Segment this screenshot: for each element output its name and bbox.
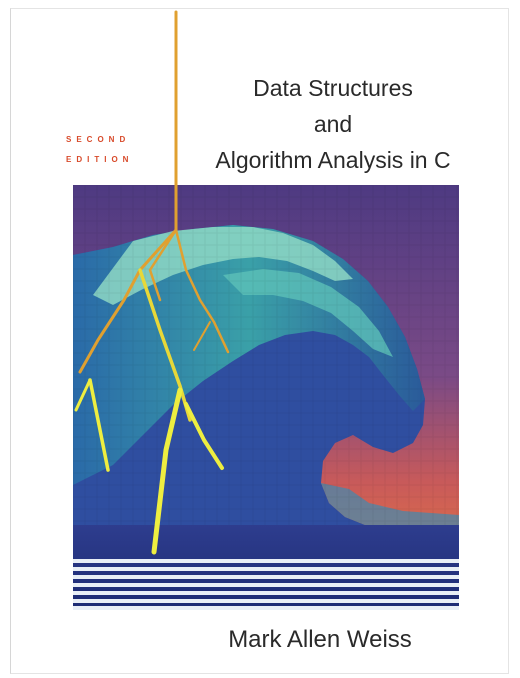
pixel-grid [73, 185, 459, 535]
title-line-2: and [313, 111, 353, 137]
edition-label: SECOND EDITION [66, 130, 162, 170]
edition-line-1: SECOND [66, 135, 131, 144]
edition-line-2: EDITION [66, 155, 134, 164]
title-line-1: Data Structures [253, 75, 413, 101]
book-title: Data Structures and Algorithm Analysis i… [178, 70, 488, 178]
sea-stripes [73, 559, 459, 610]
author-name: Mark Allen Weiss [228, 626, 412, 653]
title-line-3: Algorithm Analysis in C [215, 147, 451, 173]
cover-artwork-icon [73, 185, 459, 610]
